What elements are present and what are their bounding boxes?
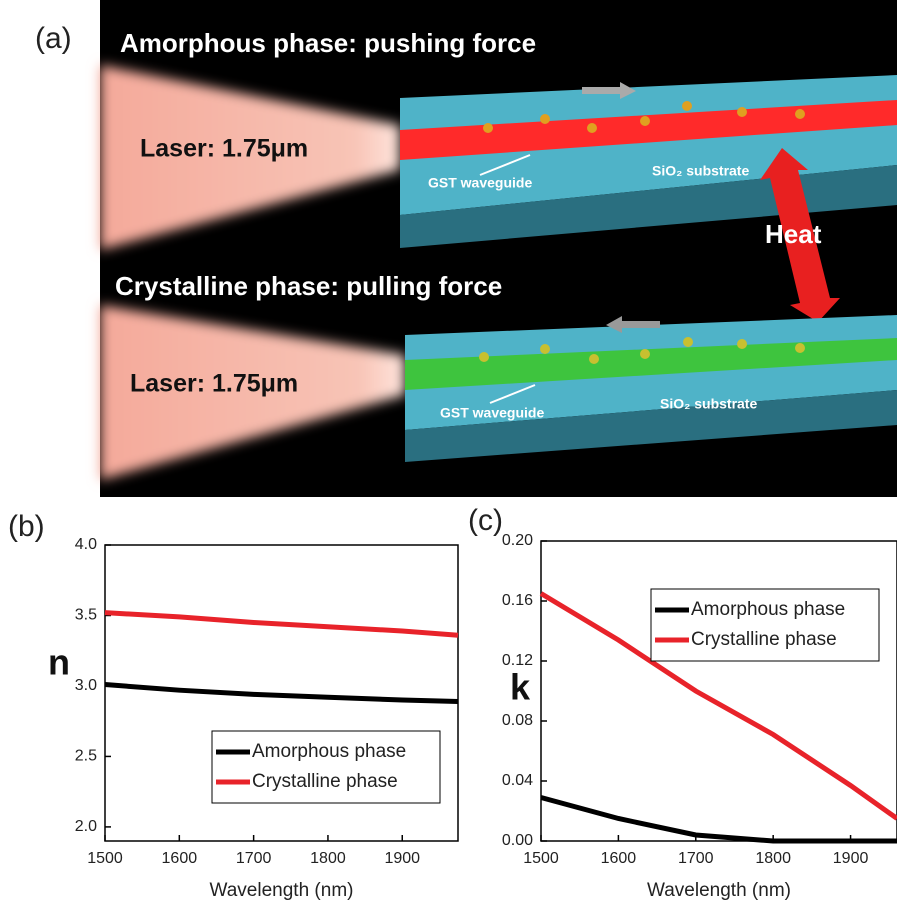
x-tick-label: 1600	[162, 850, 198, 867]
figure: (a) Amorphous phase: pushing force Laser…	[0, 0, 897, 914]
y-tick-label: 2.5	[75, 748, 97, 765]
plot-frame	[541, 541, 897, 841]
laser-label: Laser: 1.75μm	[130, 370, 298, 398]
legend-label: Crystalline phase	[252, 771, 398, 792]
x-axis-label: Wavelength (nm)	[210, 880, 354, 901]
heat-label: Heat	[765, 219, 822, 249]
x-axis-label: Wavelength (nm)	[647, 880, 791, 901]
x-tick-label: 1700	[678, 850, 714, 867]
x-tick-label: 1900	[384, 850, 420, 867]
y-tick-label: 0.12	[502, 652, 533, 669]
y-tick-label: 0.04	[502, 772, 533, 789]
scene-title: Amorphous phase: pushing force	[120, 28, 536, 58]
scene-title: Crystalline phase: pulling force	[115, 271, 502, 301]
x-tick-label: 1500	[523, 850, 559, 867]
legend-label: Amorphous phase	[252, 741, 406, 762]
y-tick-label: 3.0	[75, 677, 97, 694]
substrate-label: SiO₂ substrate	[652, 163, 749, 179]
data-line	[105, 685, 458, 702]
y-tick-label: 4.0	[75, 536, 97, 553]
x-tick-label: 1900	[833, 850, 869, 867]
x-tick-label: 1700	[236, 850, 272, 867]
x-tick-label: 1800	[310, 850, 346, 867]
y-axis-label: n	[48, 642, 70, 683]
panel-label: (c)	[468, 504, 503, 537]
y-tick-label: 3.5	[75, 607, 97, 624]
legend-label: Crystalline phase	[691, 629, 837, 650]
substrate-label: SiO₂ substrate	[660, 396, 757, 412]
legend-label: Amorphous phase	[691, 599, 845, 620]
data-line	[541, 798, 897, 842]
y-tick-label: 2.0	[75, 818, 97, 835]
waveguide-label: GST waveguide	[428, 175, 532, 191]
x-tick-label: 1500	[87, 850, 123, 867]
panel-label: (a)	[35, 22, 72, 55]
y-tick-label: 0.08	[502, 712, 533, 729]
data-line	[105, 613, 458, 636]
waveguide-label: GST waveguide	[440, 405, 544, 421]
panel-label: (b)	[8, 510, 45, 543]
x-tick-label: 1800	[755, 850, 791, 867]
x-tick-label: 1600	[601, 850, 637, 867]
y-tick-label: 0.16	[502, 592, 533, 609]
laser-label: Laser: 1.75μm	[140, 135, 308, 163]
y-tick-label: 0.20	[502, 532, 533, 549]
y-axis-label: k	[510, 667, 531, 708]
y-tick-label: 0.00	[502, 832, 533, 849]
